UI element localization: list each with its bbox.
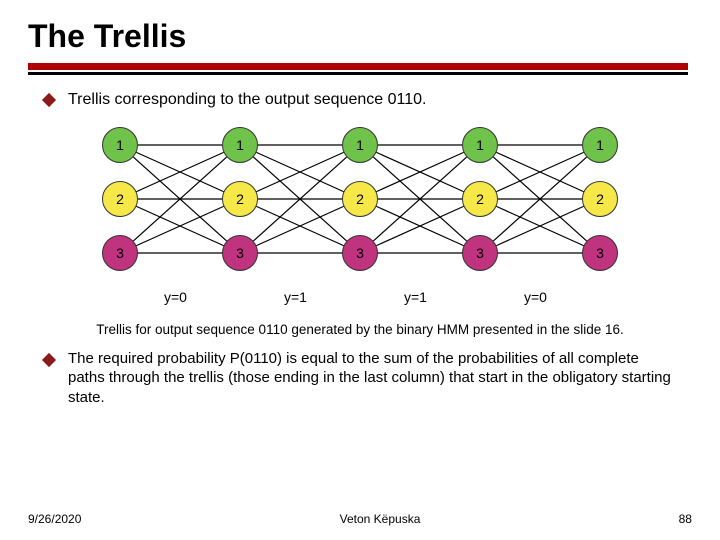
- bullet-1: Trellis corresponding to the output sequ…: [44, 89, 676, 111]
- trellis-node: 3: [102, 235, 138, 271]
- trellis-node: 3: [462, 235, 498, 271]
- trellis-node: 1: [462, 127, 498, 163]
- trellis-node: 3: [342, 235, 378, 271]
- footer-author: Veton Këpuska: [340, 512, 421, 526]
- trellis-ylabel: y=1: [404, 289, 427, 305]
- trellis-node: 3: [582, 235, 618, 271]
- diamond-bullet-icon: [42, 93, 56, 107]
- trellis-node: 3: [222, 235, 258, 271]
- trellis-node: 2: [582, 181, 618, 217]
- bullet-1-text: Trellis corresponding to the output sequ…: [68, 89, 426, 111]
- trellis-node: 2: [462, 181, 498, 217]
- trellis-ylabel: y=0: [164, 289, 187, 305]
- trellis-ylabel: y=1: [284, 289, 307, 305]
- trellis-node: 2: [342, 181, 378, 217]
- slide-footer: 9/26/2020 Veton Këpuska 88: [0, 512, 720, 526]
- title-underline: [28, 63, 688, 75]
- slide-title: The Trellis: [28, 18, 692, 55]
- trellis-node: 1: [582, 127, 618, 163]
- bullet-2: The required probability P(0110) is equa…: [44, 349, 676, 408]
- footer-date: 9/26/2020: [28, 512, 81, 526]
- bullet-2-text: The required probability P(0110) is equa…: [68, 349, 676, 408]
- trellis-caption: Trellis for output sequence 0110 generat…: [84, 321, 636, 339]
- trellis-node: 1: [342, 127, 378, 163]
- trellis-node: 1: [222, 127, 258, 163]
- trellis-ylabel: y=0: [524, 289, 547, 305]
- footer-page: 88: [679, 512, 692, 526]
- trellis-node: 2: [222, 181, 258, 217]
- trellis-node: 2: [102, 181, 138, 217]
- diamond-bullet-icon: [42, 353, 56, 367]
- trellis-node: 1: [102, 127, 138, 163]
- trellis-diagram: 1 2 3 1 2 3 1 2 3 1 2 3 1 2 3 y=0 y=1 y=1 y=0: [80, 117, 640, 317]
